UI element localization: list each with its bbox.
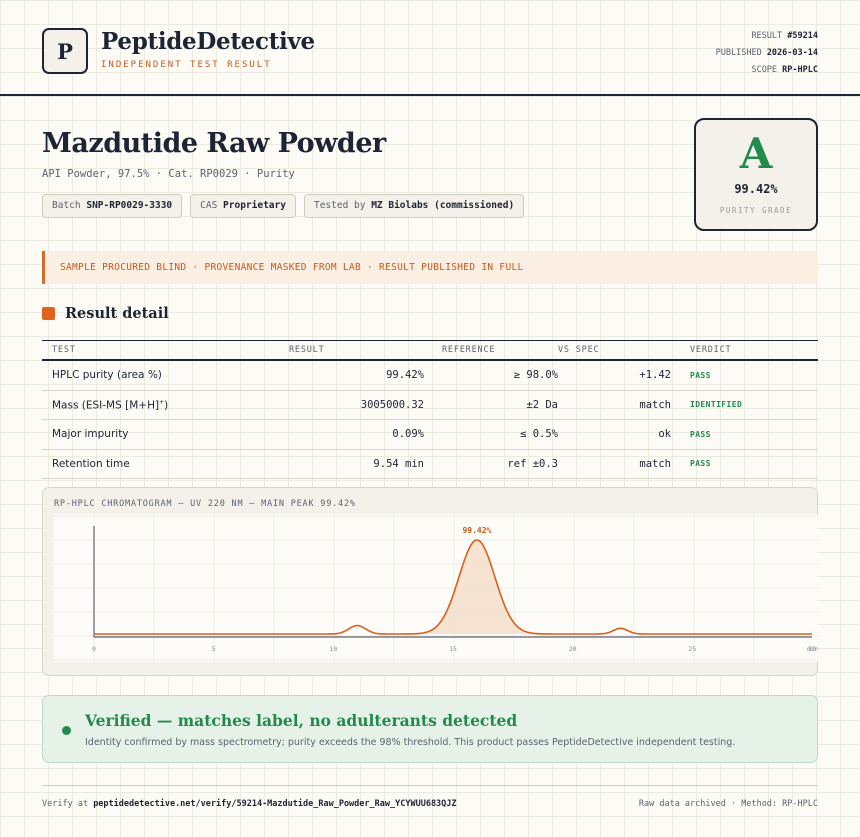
th-vs-spec: VS SPEC	[558, 345, 600, 355]
x-tick-label: 0	[92, 645, 96, 653]
batch-chip: Batch SNP-RP0029-3330	[42, 194, 183, 218]
result-meta: RESULT #59214 PUBLISHED 2026-03-14 SCOPE…	[716, 28, 818, 79]
tested-by-chip: Tested by MZ Biolabs (commissioned)	[303, 194, 525, 218]
section-header: Result detail	[42, 305, 169, 322]
results-table: TEST RESULT REFERENCE VS SPEC VERDICT HP…	[42, 340, 818, 479]
x-tick-label: 30	[808, 645, 816, 653]
th-test: TEST	[52, 345, 76, 355]
main-peak-label: 99.42%	[462, 526, 491, 535]
grade-percent: 99.42%	[734, 182, 778, 196]
published-line: PUBLISHED 2026-03-14	[715, 48, 818, 58]
verified-title: Verified — matches label, no adulterants…	[85, 711, 518, 730]
chromatogram-fill	[414, 540, 540, 634]
table-row: Retention time 9.54 min ref ±0.3 match P…	[42, 450, 818, 479]
table-header: TEST RESULT REFERENCE VS SPEC VERDICT	[42, 340, 818, 361]
grade-letter: A	[739, 129, 773, 178]
product-chips: Batch SNP-RP0029-3330 CAS Proprietary Te…	[42, 194, 525, 218]
chromatogram-trace	[94, 539, 812, 635]
product-title: Mazdutide Raw Powder	[42, 128, 386, 159]
blind-sample-notice: SAMPLE PROCURED BLIND · PROVENANCE MASKE…	[42, 251, 818, 284]
result-id: #59214	[787, 31, 818, 41]
verdict-badge: PASS	[690, 459, 711, 469]
scope-value: RP-HPLC	[782, 65, 818, 75]
section-square-icon	[42, 307, 55, 320]
verdict-badge: PASS	[690, 370, 711, 380]
brand-name: PeptideDetective	[101, 28, 315, 55]
scope-line: SCOPE RP-HPLC	[751, 65, 818, 75]
report-header: P PeptideDetective INDEPENDENT TEST RESU…	[0, 0, 860, 96]
purity-grade-card: A 99.42% PURITY GRADE	[694, 118, 818, 231]
product-subtitle: API Powder, 97.5% · Cat. RP0029 · Purity	[42, 168, 295, 180]
tagline: INDEPENDENT TEST RESULT	[101, 60, 272, 70]
table-row: Major impurity 0.09% ≤ 0.5% ok PASS	[42, 420, 818, 450]
chromatogram-card: RP-HPLC CHROMATOGRAM — UV 220 NM — MAIN …	[42, 487, 818, 676]
x-tick-label: 10	[329, 645, 337, 653]
verified-banner: Verified — matches label, no adulterants…	[42, 695, 818, 763]
result-id-line: RESULT #59214	[751, 31, 818, 41]
logo-letter: P	[57, 38, 73, 64]
x-unit-label: min	[807, 645, 818, 653]
logo: P	[42, 28, 88, 74]
section-title: Result detail	[65, 305, 169, 322]
verdict-badge: PASS	[690, 429, 711, 439]
x-tick-label: 25	[688, 645, 696, 653]
footer-divider	[42, 785, 818, 786]
th-result: RESULT	[289, 345, 325, 355]
footer-method: Raw data archived · Method: RP-HPLC	[638, 799, 818, 809]
published-date: 2026-03-14	[766, 48, 818, 58]
verified-dot-icon	[62, 726, 71, 735]
cas-chip: CAS Proprietary	[190, 194, 296, 218]
x-tick-label: 15	[449, 645, 457, 653]
table-row: Mass (ESI-MS [M+H]+) 3005000.32 ±2 Da ma…	[42, 391, 818, 420]
x-tick-label: 5	[212, 645, 216, 653]
verify-link[interactable]: peptidedetective.net/verify/59214-Mazdut…	[93, 799, 457, 809]
th-verdict: VERDICT	[690, 345, 732, 355]
table-row: HPLC purity (area %) 99.42% ≥ 98.0% +1.4…	[42, 361, 818, 391]
verdict-badge: IDENTIFIED	[690, 400, 743, 410]
grade-label: PURITY GRADE	[719, 206, 793, 215]
verify-footer: Verify at peptidedetective.net/verify/59…	[42, 799, 457, 809]
chart-title: RP-HPLC CHROMATOGRAM — UV 220 NM — MAIN …	[54, 499, 356, 509]
verified-subtitle: Identity confirmed by mass spectrometry;…	[85, 737, 736, 748]
x-tick-label: 20	[569, 645, 577, 653]
th-reference: REFERENCE	[442, 345, 496, 355]
